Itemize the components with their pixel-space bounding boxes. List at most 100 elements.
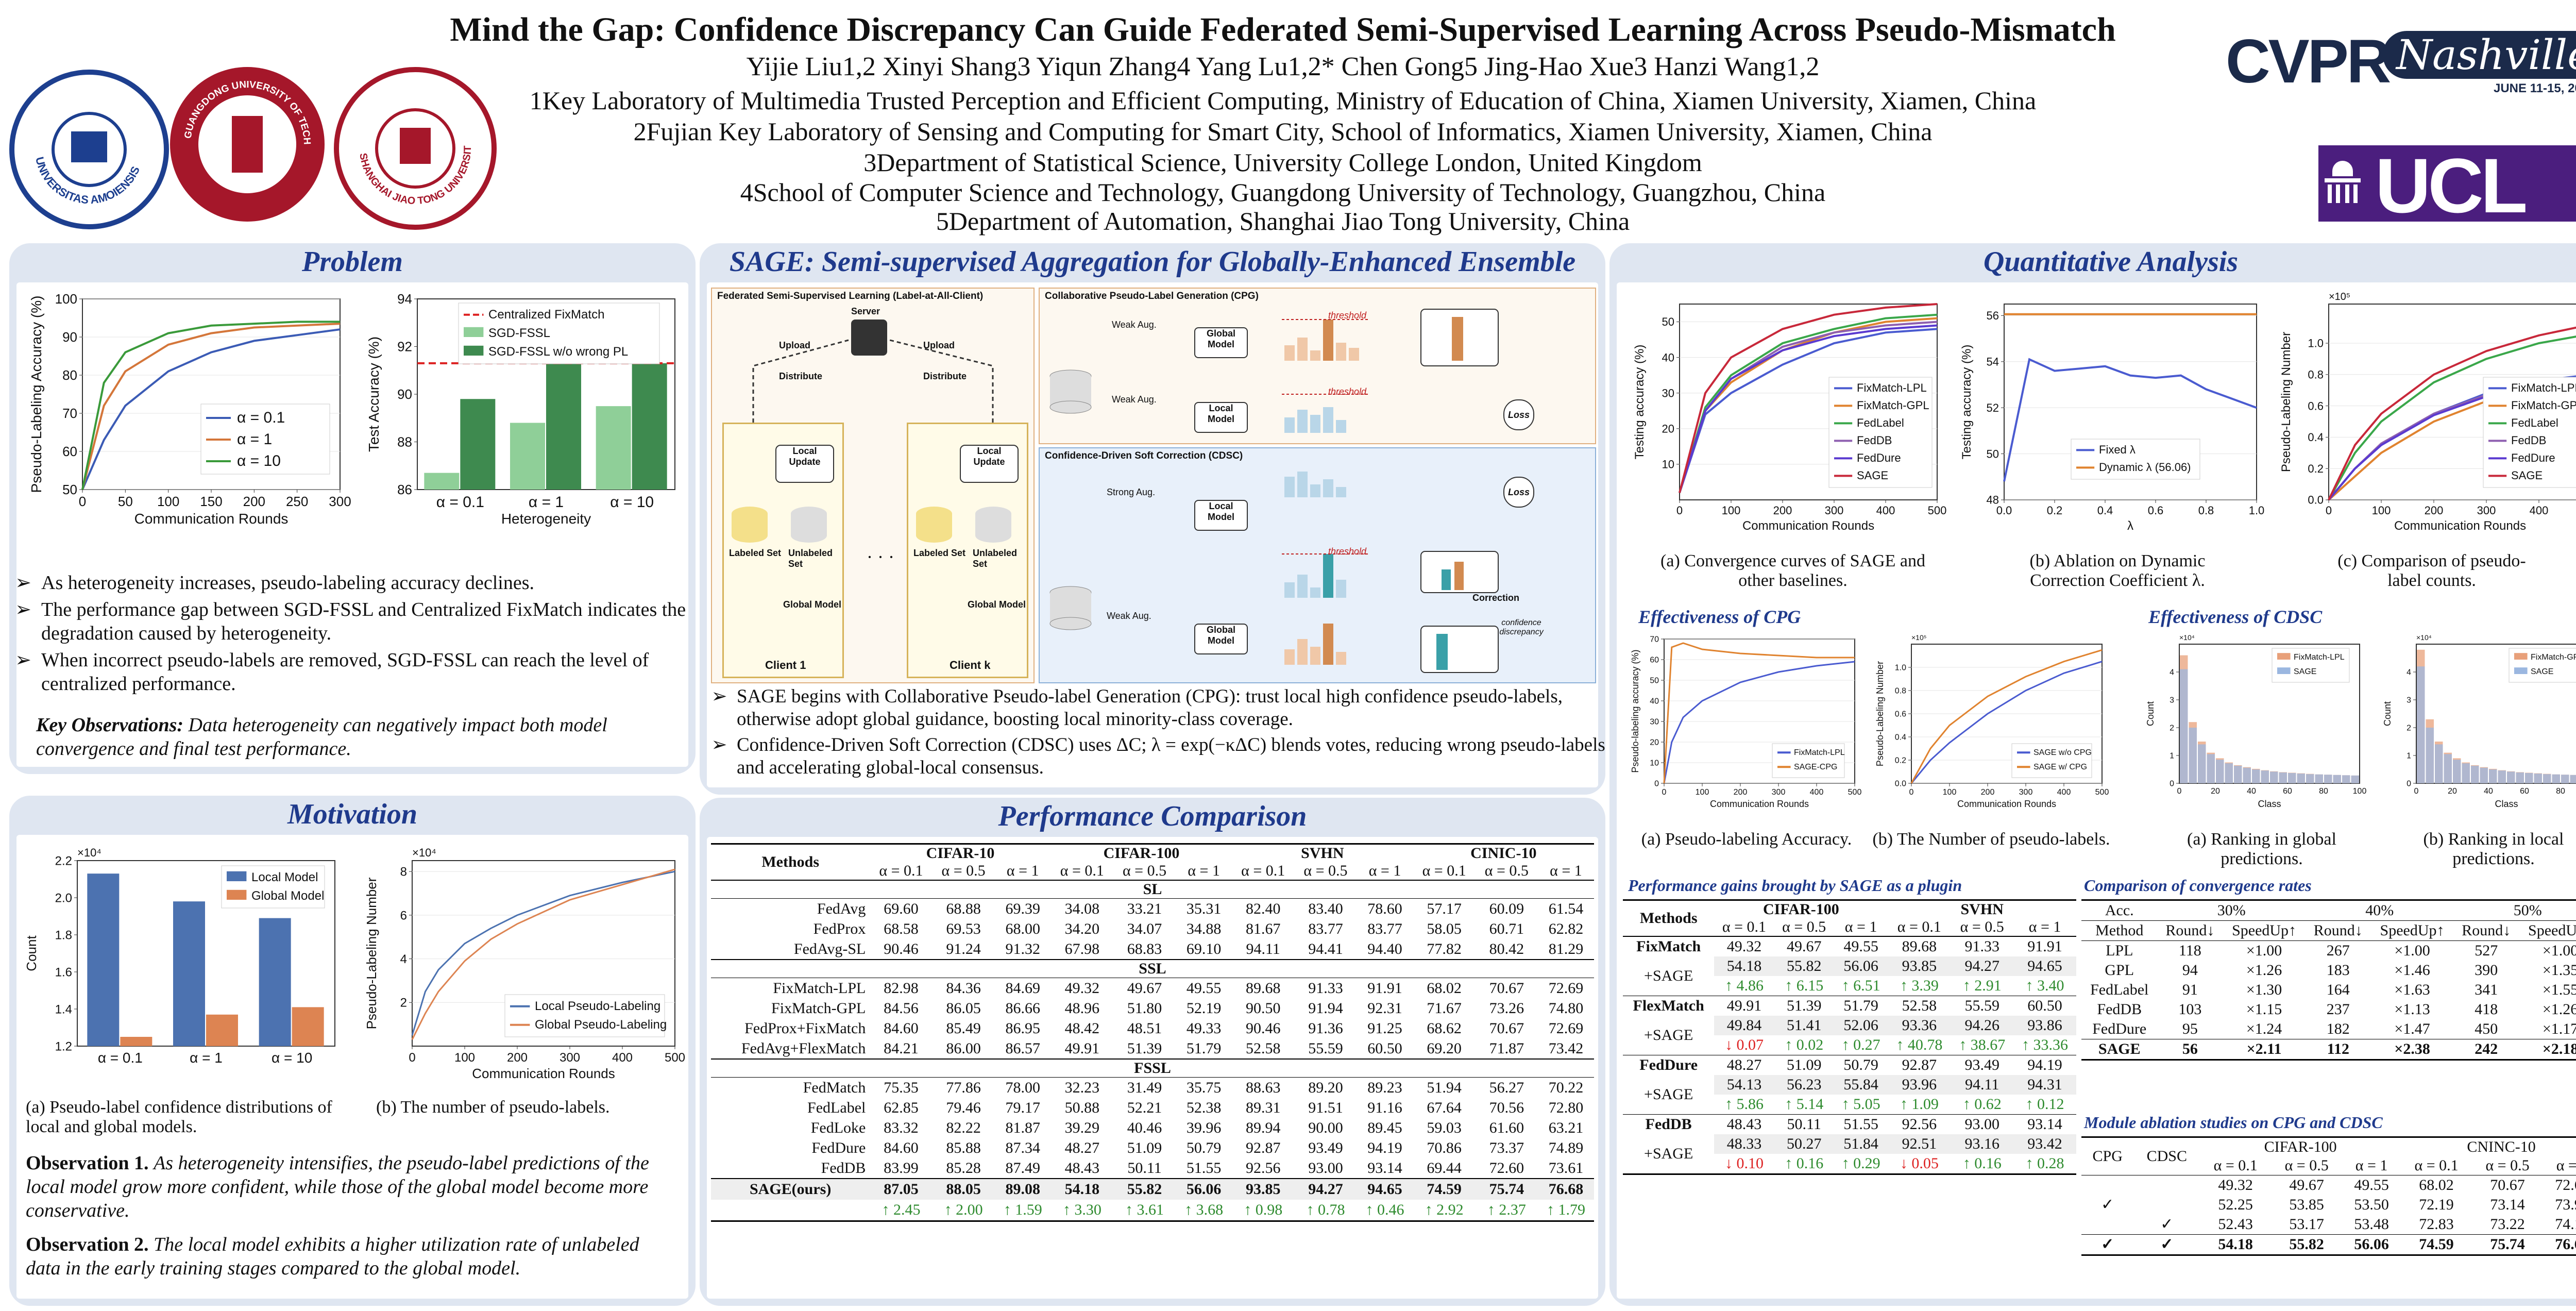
table-cell: 34.88 bbox=[1186, 920, 1222, 937]
y-tick-label: 1 bbox=[2170, 752, 2174, 761]
table-cell: 93.42 bbox=[2027, 1135, 2062, 1152]
bar bbox=[2306, 774, 2314, 783]
legend-box bbox=[458, 302, 660, 364]
method-name: FedLoke bbox=[810, 1119, 866, 1136]
table-cell: 91.32 bbox=[1005, 940, 1040, 957]
x-tick-label: 300 bbox=[1772, 788, 1786, 797]
table-cell: 48.27 bbox=[1064, 1139, 1100, 1156]
bar bbox=[460, 399, 496, 490]
problem-title: Problem bbox=[302, 246, 403, 278]
table-cell: 450 bbox=[2475, 1020, 2498, 1037]
y-tick-label: 54 bbox=[1987, 355, 1999, 368]
y-tick-label: 1.0 bbox=[1895, 664, 1906, 673]
y-tick-label: 70 bbox=[62, 406, 77, 421]
method-name: FedAvg bbox=[817, 900, 866, 917]
acc-header: Acc. bbox=[2105, 902, 2134, 919]
distribute-label-left: Distribute bbox=[779, 371, 823, 381]
y-tick-label: 0.2 bbox=[1895, 757, 1906, 765]
table-cell: 74.80 bbox=[1548, 1000, 1584, 1017]
plugin-base-row: FlexMatch 49.91 51.39 51.79 52.58 55.59 60.50 bbox=[1623, 996, 2076, 1016]
bar bbox=[2570, 775, 2576, 783]
key-observations-label: Key Observations: bbox=[36, 714, 184, 736]
delta-cell: ↓ 0.05 bbox=[1900, 1155, 1939, 1172]
xmu-logo-text: UNIVERSITAS AMOIENSIS bbox=[33, 156, 142, 206]
table-cell: 267 bbox=[2326, 942, 2350, 959]
bar bbox=[2516, 772, 2524, 783]
table-cell: 48.51 bbox=[1127, 1020, 1162, 1037]
table-cell: 62.82 bbox=[1548, 920, 1584, 937]
cdsc-check bbox=[2133, 1175, 2200, 1196]
dataset-header: CIFAR-10 bbox=[926, 845, 995, 862]
x-tick-label: 0.8 bbox=[2198, 504, 2214, 517]
table-cell: 527 bbox=[2475, 942, 2498, 959]
chart-c-legend: FixMatch-LPL FixMatch-GPL FedLabel FedDB Fed… bbox=[2483, 377, 2576, 488]
delta-cell: ↑ 3.39 bbox=[1900, 977, 1939, 994]
table-cell: 35.31 bbox=[1186, 900, 1222, 917]
table-row: FedAvg-SL 90.46 91.24 91.32 67.98 68.83 69.10 9… bbox=[711, 939, 1594, 960]
bar bbox=[2534, 774, 2542, 783]
client-k-label: Client k bbox=[950, 659, 991, 671]
table-cell: 82.40 bbox=[1246, 900, 1281, 917]
gain-cell: ↑ 1.79 bbox=[1546, 1201, 1585, 1218]
legend-label: FixMatch-LPL bbox=[2294, 653, 2345, 662]
distribute-label-right: Distribute bbox=[923, 371, 967, 381]
table-cell: 68.58 bbox=[884, 920, 919, 937]
cpg-bars bbox=[1049, 309, 1499, 433]
bar bbox=[2480, 767, 2488, 783]
table-cell: 55.82 bbox=[1786, 957, 1822, 974]
table-cell: 89.68 bbox=[1902, 938, 1937, 955]
y-tick-label: 40 bbox=[1650, 697, 1659, 706]
y-tick-label: 40 bbox=[1662, 351, 1674, 364]
cpg-title: Collaborative Pseudo-Label Generation (C… bbox=[1045, 291, 1259, 301]
alpha-row: α = 0.1 α = 0.5 α = 1 α = 0.1 α = 0.5 α = 1 α … bbox=[711, 862, 1594, 880]
table-cell: 84.60 bbox=[884, 1139, 919, 1156]
x-tick-label: 400 bbox=[2530, 504, 2549, 517]
method-name: FixMatch-LPL bbox=[773, 980, 866, 997]
table-cell: 49.55 bbox=[2354, 1176, 2389, 1194]
table-cell: ×1.26 bbox=[2542, 1001, 2576, 1018]
legend-label: FedDure bbox=[1857, 451, 1901, 464]
x-category-label: α = 10 bbox=[610, 494, 654, 511]
table-cell: 56.27 bbox=[1489, 1079, 1524, 1096]
sage-method-name: SAGE(ours) bbox=[749, 1181, 832, 1198]
table-row: FixMatch-GPL 84.56 86.05 86.66 48.96 51.80 52.… bbox=[711, 998, 1594, 1018]
y-tick-label: 0 bbox=[2170, 780, 2174, 788]
table-cell: 89.68 bbox=[1246, 980, 1281, 997]
table-cell: 63.21 bbox=[1548, 1119, 1584, 1136]
table-cell: 53.50 bbox=[2354, 1196, 2389, 1213]
table-cell: 52.25 bbox=[2218, 1196, 2253, 1213]
table-cell: 72.19 bbox=[2419, 1196, 2454, 1213]
delta-cell: ↑ 1.09 bbox=[1900, 1096, 1939, 1113]
table-cell: 49.91 bbox=[1064, 1040, 1100, 1057]
table-cell: 87.49 bbox=[1005, 1159, 1040, 1176]
client-1-label: Client 1 bbox=[765, 659, 806, 671]
x-tick-label: 500 bbox=[1928, 504, 1947, 517]
alpha-header: α = 0.5 bbox=[1960, 918, 2004, 935]
bar bbox=[2198, 744, 2206, 783]
x-tick-label: 300 bbox=[329, 494, 351, 509]
x-tick-label: 0 bbox=[409, 1051, 415, 1065]
table-cell: 48.96 bbox=[1064, 1000, 1100, 1017]
table-cell: 73.61 bbox=[1548, 1159, 1584, 1176]
local-update-k: Local Update bbox=[960, 445, 1019, 483]
chart-b-legend: Fixed λ Dynamic λ (56.06) bbox=[2071, 439, 2200, 480]
table-cell: 51.84 bbox=[1843, 1135, 1878, 1152]
x-tick-label: 300 bbox=[560, 1051, 580, 1065]
gain-cell: ↑ 2.00 bbox=[944, 1201, 983, 1218]
dataset-header: CIFAR-100 bbox=[2264, 1138, 2337, 1155]
xmu-logo: UNIVERSITAS AMOIENSIS bbox=[9, 70, 169, 229]
table-cell: 70.86 bbox=[1427, 1139, 1462, 1156]
table-cell: 91.91 bbox=[1367, 980, 1402, 997]
method-name: FedProx+FixMatch bbox=[744, 1020, 866, 1037]
table-cell: 91.94 bbox=[1308, 1000, 1343, 1017]
plugin-method-name: FedDB bbox=[1645, 1116, 1692, 1133]
bar bbox=[2207, 754, 2215, 783]
gain-cell: ↑ 0.98 bbox=[1244, 1201, 1283, 1218]
table-cell: ×1.00 bbox=[2394, 942, 2430, 959]
legend-swatch bbox=[227, 889, 247, 900]
y-tick-label: 50 bbox=[1662, 315, 1674, 328]
y-tick-label: 52 bbox=[1987, 401, 1999, 414]
plugin-plus-label: +SAGE bbox=[1623, 1016, 1715, 1055]
series-line-2 bbox=[2328, 335, 2576, 500]
delta-cell: ↑ 6.51 bbox=[1841, 977, 1880, 994]
